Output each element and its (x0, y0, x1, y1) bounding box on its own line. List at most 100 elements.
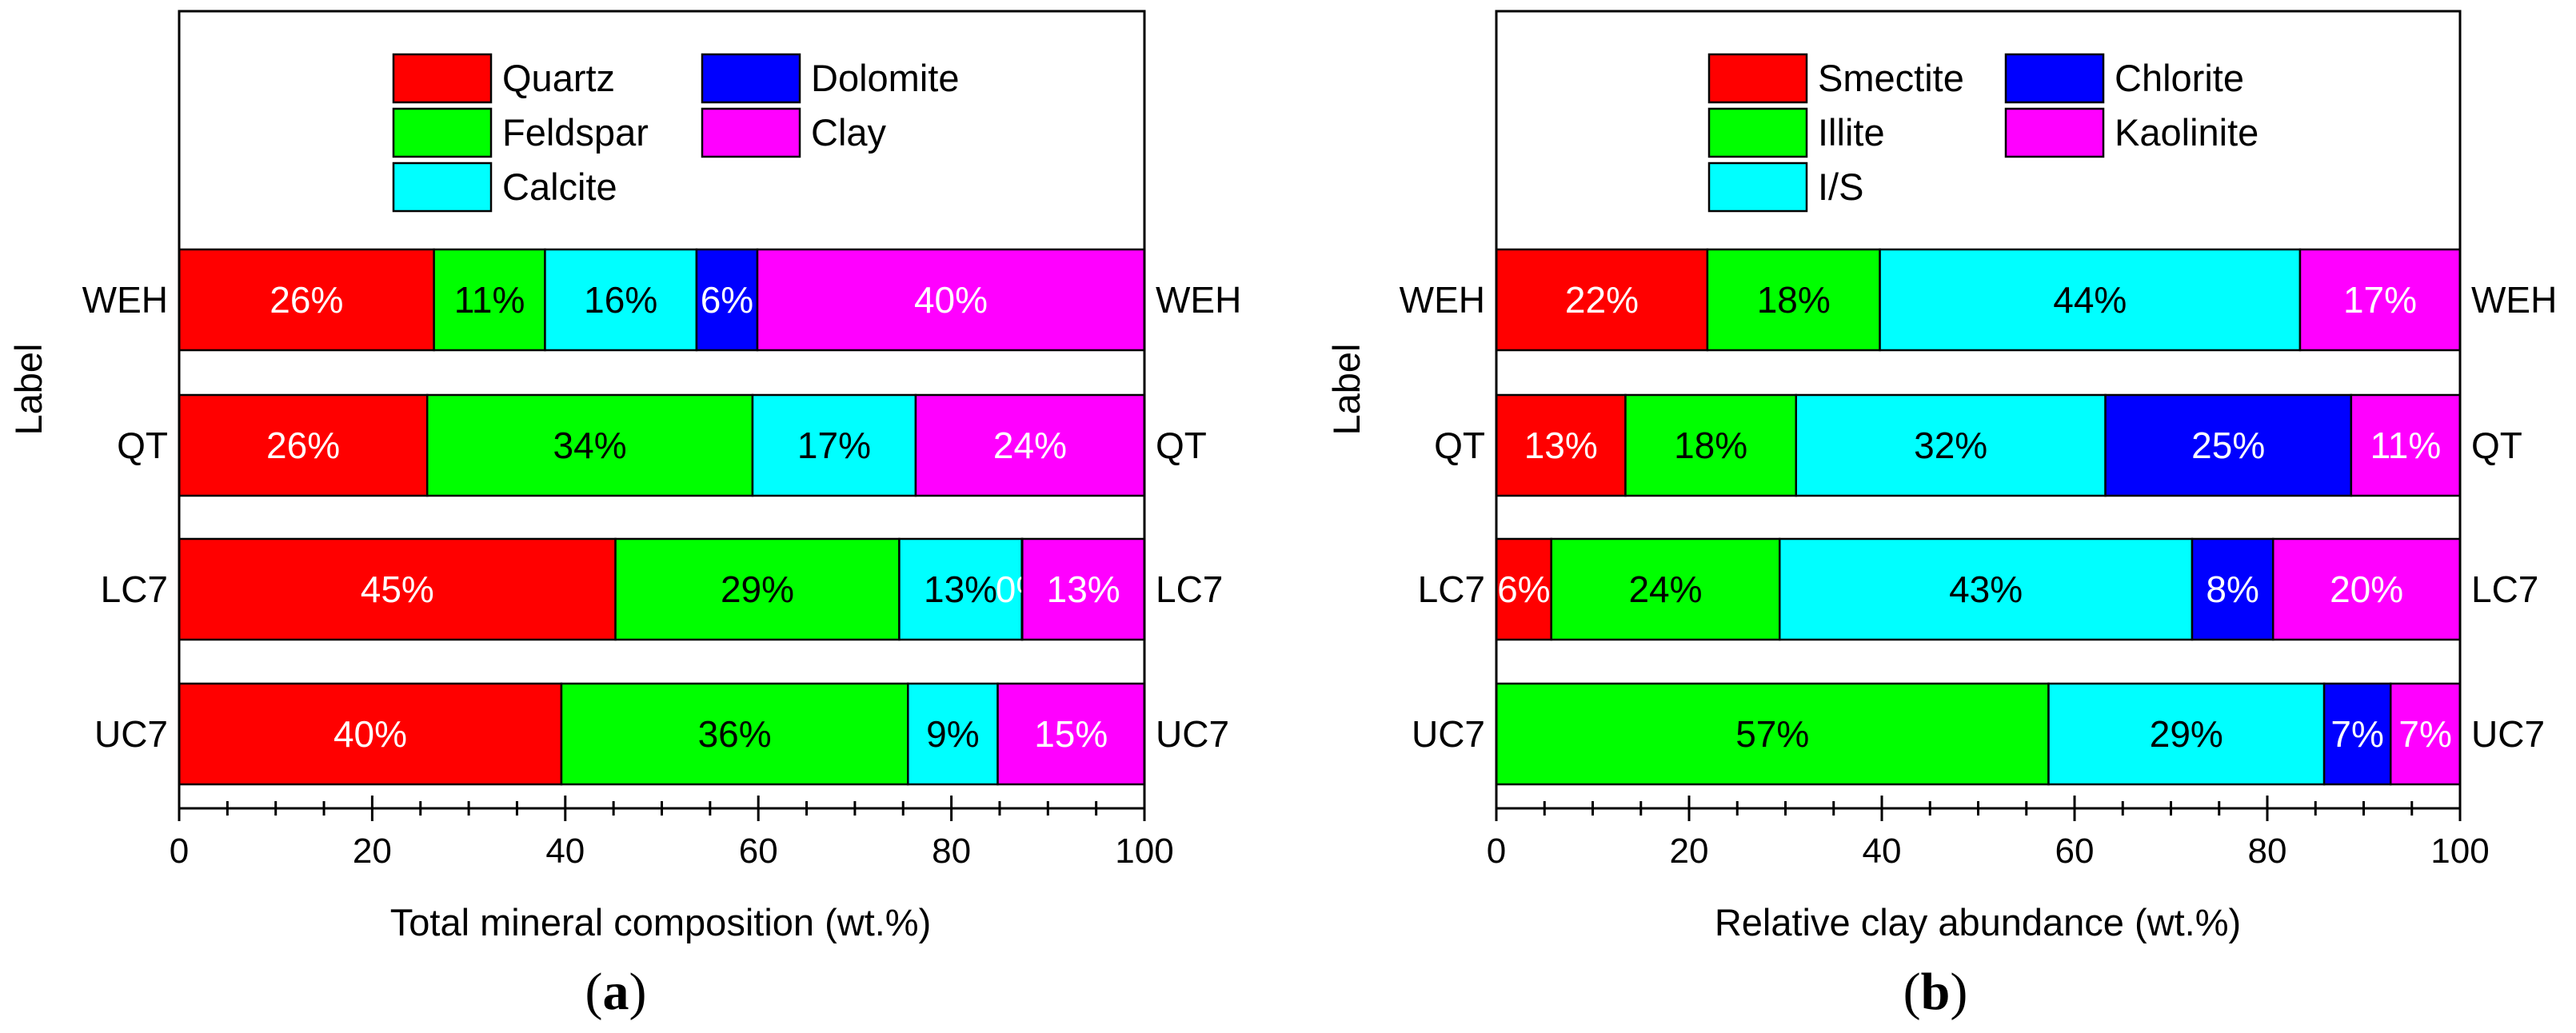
legend-swatch-clay (701, 107, 801, 158)
legend-swatch-is (1707, 162, 1808, 213)
bar-kaolinite-weh (2298, 248, 2462, 352)
data-label: 24% (993, 425, 1067, 466)
data-label: 6% (701, 279, 753, 321)
row-label-left: LC7 (101, 568, 168, 610)
bar-quartz-lc7 (178, 537, 617, 641)
data-label: 25% (2191, 425, 2265, 466)
x-tick-label: 0 (1487, 832, 1506, 871)
data-label: 13% (1047, 568, 1120, 610)
bar-chlorite-lc7 (2191, 537, 2274, 641)
bar-quartz-weh (178, 248, 435, 352)
row-label-right: UC7 (2471, 713, 2545, 755)
x-axis-title: Relative clay abundance (wt.%) (1715, 901, 2241, 943)
data-label: 29% (2150, 713, 2223, 755)
data-label: 18% (1757, 279, 1831, 321)
bar-is-lc7 (1779, 537, 2194, 641)
legend-entry-dolomite: Dolomite (811, 57, 959, 99)
row-label-left: LC7 (1418, 568, 1485, 610)
x-axis-title: Total mineral composition (wt.%) (390, 901, 932, 943)
panel-label: (b) (1903, 963, 1968, 1021)
data-label: 13% (1524, 425, 1598, 466)
row-label-left: WEH (1400, 279, 1485, 321)
bar-kaolinite-uc7 (2389, 682, 2462, 786)
x-tick-label: 20 (353, 832, 392, 871)
row-label-left: UC7 (1412, 713, 1485, 755)
data-label: 8% (2206, 568, 2258, 610)
bar-feldspar-uc7 (560, 682, 909, 786)
data-label: 6% (1497, 568, 1550, 610)
row-label-right: QT (1156, 425, 1207, 466)
legend-entry-feldspar: Feldspar (502, 111, 649, 154)
bar-feldspar-weh (433, 248, 546, 352)
panel-b: 22% 18% 44% 17% WEH WEH 13% 18% 32% 25% 11% QT QT 6% 2… (1325, 10, 2557, 1021)
bar-illite-qt (1624, 393, 1798, 497)
bar-calcite-lc7 (898, 537, 1023, 641)
legend-entry-calcite: Calcite (502, 166, 617, 208)
x-tick-label: 40 (1863, 832, 1902, 871)
row-label-right: LC7 (1156, 568, 1223, 610)
data-label: 18% (1674, 425, 1747, 466)
legend-swatch-dolomite (701, 53, 801, 104)
data-label: 29% (721, 568, 794, 610)
bar-smectite-lc7 (1495, 537, 1552, 641)
data-label: 40% (914, 279, 988, 321)
data-label: 9% (926, 713, 979, 755)
legend-entry-is: I/S (1818, 166, 1863, 208)
legend-swatch-smectite (1707, 53, 1808, 104)
row-label-left: QT (117, 425, 168, 466)
legend-swatch-illite (1707, 107, 1808, 158)
data-label: 11% (454, 279, 525, 321)
row-label-right: UC7 (1156, 713, 1229, 755)
row-label-left: UC7 (94, 713, 168, 755)
legend-swatch-kaolinite (2004, 107, 2105, 158)
x-tick-label: 60 (2055, 832, 2095, 871)
bar-calcite-qt (751, 393, 917, 497)
row-label-right: WEH (2471, 279, 2557, 321)
x-tick-label: 0 (170, 832, 189, 871)
bar-clay-uc7 (996, 682, 1146, 786)
data-label: 45% (361, 568, 434, 610)
data-label: 26% (270, 279, 343, 321)
data-label: 17% (797, 425, 871, 466)
x-tick-label: 20 (1670, 832, 1709, 871)
bar-chlorite-uc7 (2322, 682, 2392, 786)
data-label: 13% (924, 568, 997, 610)
bar-quartz-qt (178, 393, 429, 497)
row-label-right: LC7 (2471, 568, 2538, 610)
data-label: 20% (2330, 568, 2403, 610)
bar-smectite-weh (1495, 248, 1709, 352)
bar-calcite-uc7 (907, 682, 999, 786)
legend-entry-chlorite: Chlorite (2115, 57, 2244, 99)
bar-chlorite-qt (2104, 393, 2353, 497)
legend-swatch-feldspar (392, 107, 493, 158)
row-label-left: QT (1434, 425, 1485, 466)
bar-is-uc7 (2047, 682, 2326, 786)
data-label: 40% (333, 713, 407, 755)
row-label-right: WEH (1156, 279, 1241, 321)
data-label: 36% (698, 713, 772, 755)
bar-illite-weh (1706, 248, 1881, 352)
x-tick-label: 80 (932, 832, 971, 871)
data-label: 11% (2370, 425, 2442, 466)
row-label-right: QT (2471, 425, 2522, 466)
data-label: 22% (1565, 279, 1639, 321)
y-axis-title: Label (7, 344, 50, 436)
legend-entry-clay: Clay (811, 111, 887, 154)
legend-swatch-calcite (392, 162, 493, 213)
panel-label: (a) (585, 963, 647, 1021)
legend-swatch-quartz (392, 53, 493, 104)
data-label: 43% (1949, 568, 2023, 610)
row-label-left: WEH (82, 279, 168, 321)
legend-entry-smectite: Smectite (1818, 57, 1964, 99)
panel-a: 26% 11% 16% 6% 40% WEH WEH 26% 34% 17% 24% QT QT 45% 2… (7, 10, 1241, 1021)
bar-clay-weh (756, 248, 1146, 352)
data-label: 34% (553, 425, 627, 466)
legend-entry-quartz: Quartz (502, 57, 615, 99)
legend-entry-kaolinite: Kaolinite (2115, 111, 2258, 154)
data-label: 7% (2330, 713, 2383, 755)
data-label: 24% (1628, 568, 1702, 610)
data-label: 44% (2053, 279, 2127, 321)
x-tick-label: 100 (2430, 832, 2489, 871)
x-tick-label: 40 (545, 832, 585, 871)
